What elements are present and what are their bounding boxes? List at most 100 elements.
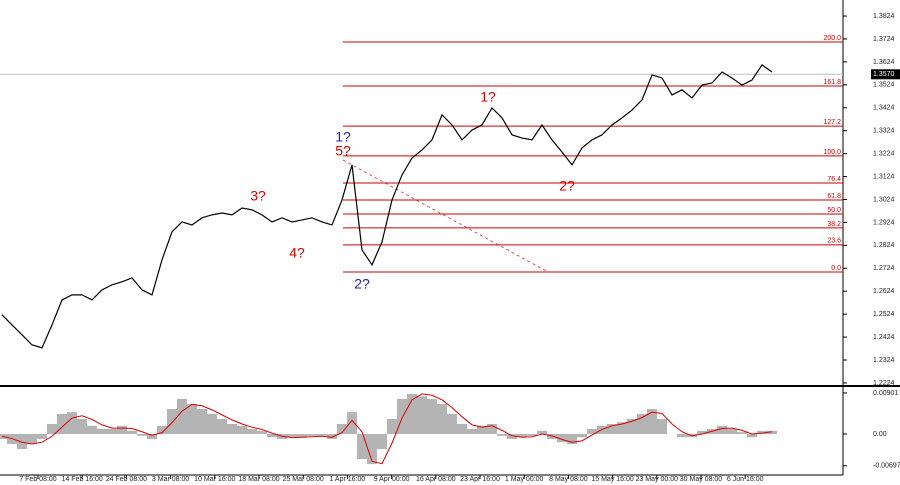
histogram-bar [547, 434, 557, 440]
histogram-bar [87, 425, 97, 435]
histogram-bar [337, 423, 347, 435]
histogram-bar [187, 403, 197, 435]
x-tick-label: 23 Apr 16:00 [460, 476, 500, 483]
histogram-bar [297, 434, 307, 438]
histogram-bar [747, 434, 757, 438]
wave-label: 1? [480, 89, 496, 105]
wave-label: 3? [250, 188, 266, 204]
histogram-bar [537, 430, 547, 435]
histogram-bar [207, 413, 217, 435]
histogram-bar [237, 425, 247, 435]
histogram-bar [37, 434, 47, 440]
fib-label: 200.0 [823, 35, 841, 42]
histogram-bar [127, 430, 137, 435]
histogram-bar [407, 393, 417, 435]
x-tick-label: 16 Apr 08:00 [416, 476, 456, 483]
histogram-bar [117, 425, 127, 435]
histogram-bar [67, 412, 77, 435]
histogram-bar [457, 423, 467, 435]
histogram-bar [447, 413, 457, 435]
histogram-bar [617, 422, 627, 435]
y-tick-label: 1.2724 [873, 265, 895, 272]
histogram-bar [17, 434, 27, 450]
price-line [1, 64, 773, 349]
fib-label: 127.2 [823, 119, 841, 126]
histogram-bar [367, 434, 377, 465]
histogram-bar [377, 434, 387, 450]
histogram-bar [307, 434, 317, 436]
trend-line [342, 159, 549, 273]
histogram-bar [167, 408, 177, 435]
y-tick-label: 1.3024 [873, 196, 895, 203]
x-tick-label: 6 Jun 16:00 [727, 476, 764, 483]
x-tick-label: 14 Feb 16:00 [62, 476, 103, 483]
histogram-bar [107, 428, 117, 435]
histogram-bar [437, 403, 447, 435]
histogram-bar [507, 434, 517, 440]
y-tick-label: 1.2424 [873, 334, 895, 341]
wave-label: 2? [559, 178, 575, 194]
histogram-bar [77, 418, 87, 435]
histogram-bar [637, 413, 647, 435]
y-tick-label: 1.2924 [873, 219, 895, 226]
histogram-bar [677, 434, 687, 438]
y-tick-label: 1.2224 [873, 380, 895, 387]
x-tick-label: 9 Apr 00:00 [374, 476, 410, 483]
x-tick-label: 8 May 08:00 [549, 476, 588, 483]
histogram-bar [397, 398, 407, 435]
fib-label: 0.0 [831, 265, 841, 272]
histogram-bar [147, 434, 157, 440]
y-tick-label: 1.2524 [873, 311, 895, 318]
y-tick-label: 1.3124 [873, 173, 895, 180]
fib-label: 161.8 [823, 79, 841, 86]
y-tick-label: 1.2824 [873, 242, 895, 249]
y-tick-label: 1.3224 [873, 150, 895, 157]
histogram-bar [417, 396, 427, 435]
x-tick-label: 1 Apr 16:00 [329, 476, 365, 483]
y-tick-label: 1.3324 [873, 128, 895, 135]
signal-line [1, 393, 773, 465]
histogram-bar [657, 418, 667, 435]
x-tick-label: 24 Feb 08:00 [106, 476, 147, 483]
wave-label: 4? [289, 245, 305, 261]
y-tick-label: -0.00697 [873, 463, 900, 470]
histogram-bar [327, 434, 337, 440]
histogram-bar [587, 428, 597, 435]
histogram-bar [97, 428, 107, 435]
histogram-bar [717, 425, 727, 435]
histogram-bar [557, 434, 567, 443]
histogram-bar [157, 425, 167, 435]
histogram-bar [387, 418, 397, 435]
wave-label: 1? [335, 129, 351, 145]
histogram-bar [27, 434, 37, 445]
fib-label: 61.8 [827, 193, 841, 200]
histogram-bar [257, 430, 267, 435]
histogram-bar [467, 428, 477, 435]
x-tick-label: 18 Mar 08:00 [238, 476, 279, 483]
histogram-bar [577, 434, 587, 438]
y-tick-label: 1.3424 [873, 105, 895, 112]
histogram-bar [697, 430, 707, 435]
histogram-bar [757, 430, 767, 435]
histogram-bar [317, 434, 327, 436]
wave-label: 2? [354, 276, 370, 292]
histogram-bar [477, 425, 487, 435]
fib-label: 50.0 [827, 207, 841, 214]
histogram-bar [527, 434, 537, 436]
histogram-bar [227, 423, 237, 435]
histogram-bar [137, 434, 147, 436]
histogram-bar [727, 428, 737, 435]
histogram-bar [607, 423, 617, 435]
y-tick-label: 1.3824 [873, 13, 895, 20]
last-price-label: 1.3570 [873, 71, 895, 78]
histogram-bar [627, 418, 637, 435]
histogram-bar [767, 430, 777, 435]
histogram-bar [57, 413, 67, 435]
x-tick-label: 25 Mar 08:00 [283, 476, 324, 483]
histogram-bar [487, 423, 497, 435]
y-tick-label: 1.3524 [873, 82, 895, 89]
histogram-bar [247, 428, 257, 435]
histogram-bar [177, 398, 187, 435]
